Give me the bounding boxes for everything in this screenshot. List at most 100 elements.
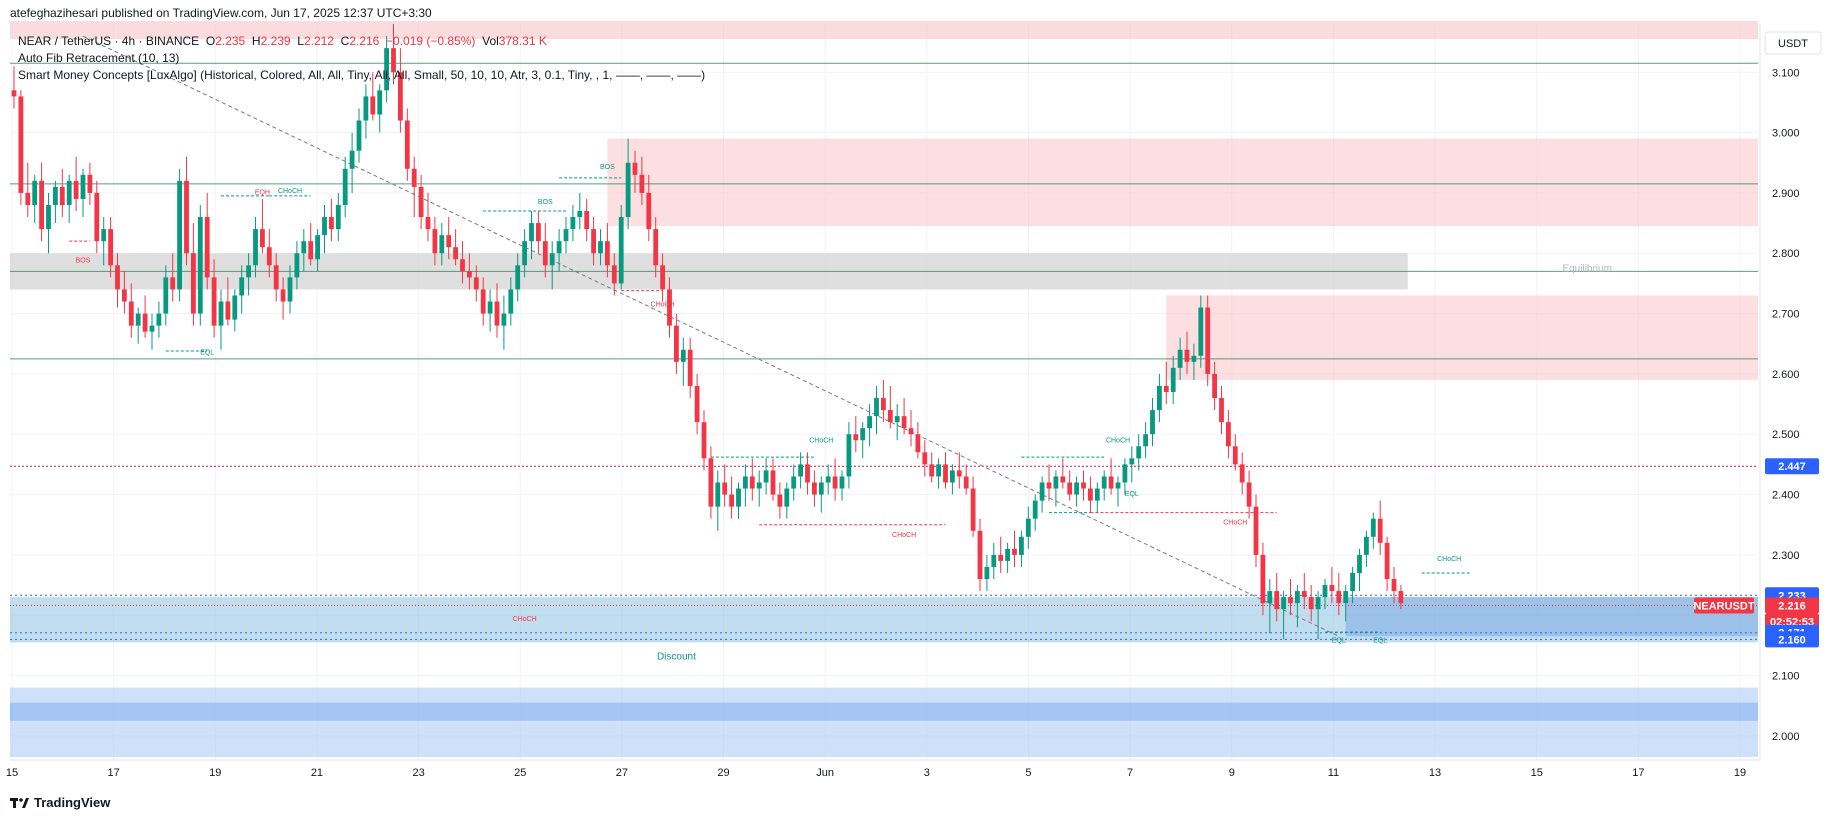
candle[interactable] [950,470,955,483]
candle[interactable] [646,192,652,230]
candle[interactable] [46,204,51,230]
candle[interactable] [191,253,196,314]
candle[interactable] [18,96,24,193]
candle[interactable] [522,241,527,266]
candle[interactable] [273,265,279,290]
candle[interactable] [460,259,465,272]
candle[interactable] [108,229,113,266]
candle[interactable] [32,180,38,205]
candle[interactable] [874,398,879,417]
candle[interactable] [743,476,748,489]
candle[interactable] [1129,458,1135,465]
candle[interactable] [536,223,541,242]
candle[interactable] [749,476,755,489]
candle[interactable] [1315,597,1321,610]
candle[interactable] [342,168,348,205]
candle[interactable] [674,325,679,362]
candle[interactable] [163,277,169,314]
candle[interactable] [246,265,251,278]
candle[interactable] [598,241,603,254]
candle[interactable] [1281,597,1286,610]
candle[interactable] [791,476,797,489]
candle[interactable] [1046,482,1052,489]
indicator-smc-legend[interactable]: Smart Money Concepts [LuxAlgo] (Historic… [18,68,706,82]
candle[interactable] [729,494,734,507]
candle[interactable] [867,416,872,429]
candle[interactable] [563,229,569,242]
candle[interactable] [1336,591,1342,604]
candle[interactable] [1377,518,1383,543]
candle[interactable] [266,247,272,266]
candle[interactable] [708,458,714,507]
candle[interactable] [618,217,624,284]
candle[interactable] [812,482,817,495]
candle[interactable] [1101,476,1107,489]
candle[interactable] [1212,373,1217,399]
candle[interactable] [1088,488,1093,501]
candle[interactable] [253,229,258,266]
candle[interactable] [1205,307,1211,374]
candle[interactable] [687,349,693,386]
candle[interactable] [763,470,769,483]
candle[interactable] [680,349,686,362]
candle[interactable] [142,313,148,332]
candle[interactable] [260,229,265,248]
candle[interactable] [756,482,762,489]
candle[interactable] [542,241,548,266]
candle[interactable] [73,180,79,199]
candle[interactable] [370,96,376,115]
candle[interactable] [1170,367,1176,392]
candle[interactable] [777,494,783,507]
candle[interactable] [39,180,44,230]
candle[interactable] [128,301,134,326]
candle[interactable] [1143,434,1148,447]
candle[interactable] [335,204,341,230]
candle[interactable] [1060,476,1066,483]
candle[interactable] [149,325,155,332]
candle[interactable] [1019,536,1024,555]
candle[interactable] [1191,355,1197,362]
candle[interactable] [501,313,507,326]
candle[interactable] [404,120,410,169]
candle[interactable] [818,482,824,495]
candle[interactable] [329,217,334,230]
candle[interactable] [1267,591,1273,604]
candle[interactable] [908,428,914,435]
candle[interactable] [860,428,866,441]
candle[interactable] [11,90,17,97]
candle[interactable] [287,277,293,302]
candle[interactable] [425,217,431,230]
candle[interactable] [1136,446,1142,459]
candle[interactable] [881,398,886,411]
candle[interactable] [549,253,555,266]
candle[interactable] [1157,385,1162,411]
candle[interactable] [977,530,983,580]
candle[interactable] [101,229,107,242]
candle[interactable] [115,265,120,290]
candle[interactable] [1184,349,1190,362]
candle[interactable] [701,422,707,459]
candle[interactable] [59,186,65,205]
candle[interactable] [515,265,521,290]
candle[interactable] [122,289,127,302]
candle[interactable] [1246,482,1252,507]
candle[interactable] [625,162,631,218]
candle[interactable] [1364,536,1369,555]
candle[interactable] [770,470,776,495]
candle[interactable] [936,464,941,477]
candle[interactable] [887,410,893,423]
candle[interactable] [1150,410,1155,435]
candle[interactable] [998,554,1004,561]
candle[interactable] [377,90,383,115]
candle[interactable] [1122,464,1128,483]
candle[interactable] [1239,464,1245,483]
candle[interactable] [784,488,790,507]
candle[interactable] [301,241,307,254]
candle[interactable] [736,488,741,507]
candle[interactable] [556,241,562,254]
candle[interactable] [715,482,721,507]
candle[interactable] [494,301,500,326]
candle[interactable] [356,120,362,151]
candle[interactable] [1301,591,1307,598]
candle[interactable] [605,241,610,266]
